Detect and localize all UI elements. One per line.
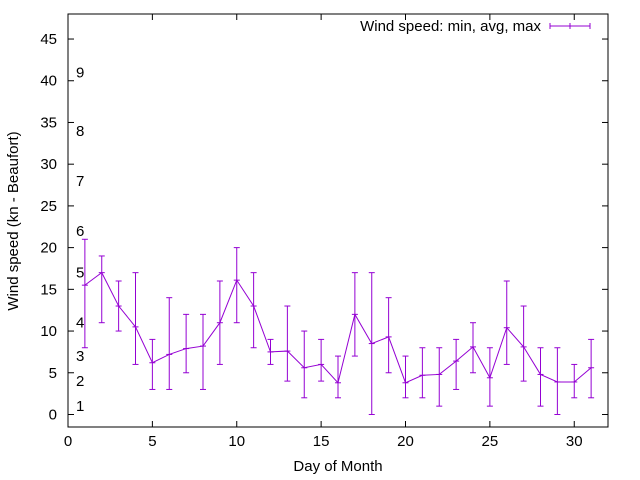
legend-key — [549, 23, 591, 29]
y-tick-label: 25 — [40, 198, 57, 215]
series-wind-speed — [81, 238, 595, 415]
y-tick-label: 35 — [40, 114, 57, 131]
beaufort-label: 3 — [76, 348, 84, 365]
beaufort-label: 9 — [76, 64, 84, 81]
beaufort-label: 4 — [76, 315, 84, 332]
y-tick-label: 5 — [49, 365, 57, 382]
beaufort-label: 2 — [76, 373, 84, 390]
y-tick-label: 15 — [40, 281, 57, 298]
y-tick-label: 10 — [40, 323, 57, 340]
beaufort-label: 7 — [76, 173, 84, 190]
x-axis-label: Day of Month — [293, 458, 382, 475]
y-tick-label: 40 — [40, 73, 57, 90]
legend: Wind speed: min, avg, max — [360, 18, 591, 35]
beaufort-labels: 1 2 3 4 5 6 7 8 9 — [76, 64, 84, 415]
x-tick-label: 25 — [482, 433, 499, 450]
x-tick-label: 5 — [148, 433, 156, 450]
x-tick-label: 15 — [313, 433, 330, 450]
y-tick-label: 45 — [40, 31, 57, 48]
x-tick-label: 10 — [228, 433, 245, 450]
legend-label: Wind speed: min, avg, max — [360, 18, 541, 35]
x-tick-label: 20 — [397, 433, 414, 450]
y-tick-label: 0 — [49, 406, 57, 423]
beaufort-label: 8 — [76, 123, 84, 140]
plot-frame — [67, 13, 609, 428]
beaufort-label: 6 — [76, 223, 84, 240]
y-axis-label: Wind speed (kn - Beaufort) — [5, 131, 22, 310]
beaufort-label: 1 — [76, 398, 84, 415]
y-tick-label: 20 — [40, 240, 57, 257]
beaufort-label: 5 — [76, 265, 84, 282]
x-tick-label: 30 — [566, 433, 583, 450]
y-tick-label: 30 — [40, 156, 57, 173]
x-tick-label: 0 — [64, 433, 72, 450]
x-axis: 0 5 10 15 20 25 30 — [64, 14, 583, 450]
